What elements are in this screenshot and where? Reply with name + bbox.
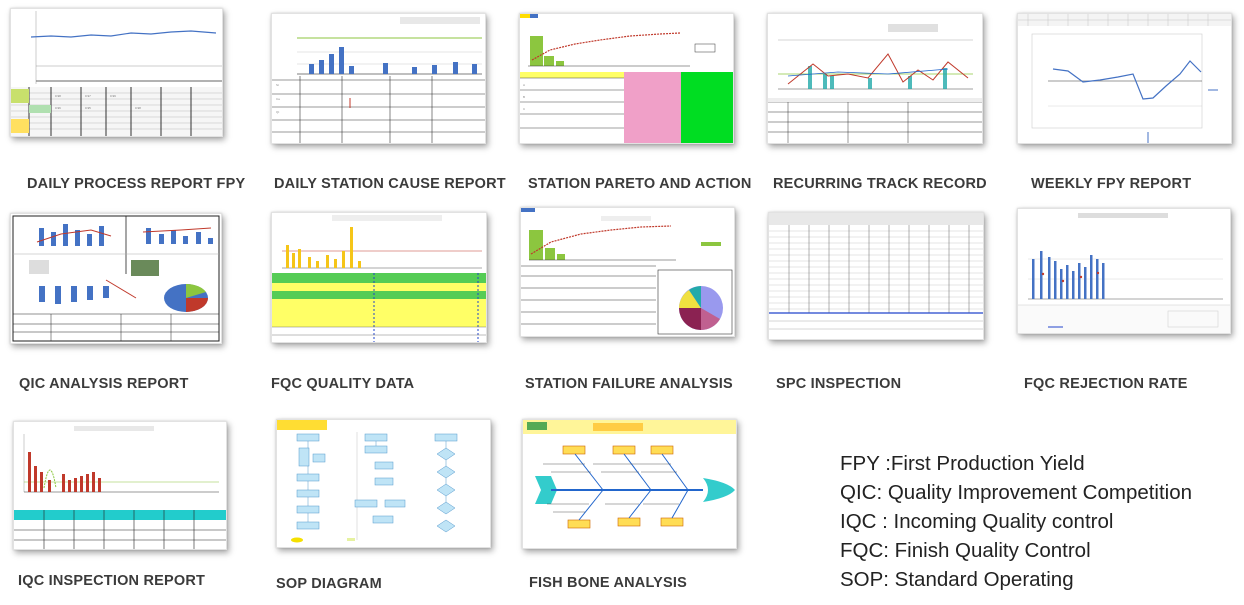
glossary-item: FQC: Finish Quality Control: [840, 539, 1091, 562]
svg-text:0.97: 0.97: [85, 94, 91, 98]
report-title: RECURRING TRACK RECORD: [773, 176, 987, 192]
fqc-rejection-rate-thumbnail[interactable]: [1017, 208, 1231, 334]
station-pareto-and-action-image: A B C: [520, 14, 733, 143]
glossary-item: SOP: Standard Operating: [840, 568, 1074, 591]
report-title: DAILY PROCESS REPORT FPY: [27, 176, 246, 192]
report-title: WEEKLY FPY REPORT: [1031, 176, 1192, 192]
iqc-inspection-report-image: [14, 422, 226, 549]
svg-text:Qt: Qt: [276, 110, 279, 114]
svg-text:Ca: Ca: [276, 97, 280, 101]
svg-text:C: C: [523, 107, 526, 111]
fish-bone-analysis-image: [523, 420, 736, 548]
fish-bone-analysis-thumbnail[interactable]: [522, 419, 737, 549]
daily-station-cause-report-thumbnail[interactable]: St Ca Qt: [271, 13, 486, 144]
report-title: FQC QUALITY DATA: [271, 376, 415, 392]
qic-analysis-report-image: [11, 214, 221, 343]
report-title: FQC REJECTION RATE: [1024, 376, 1188, 392]
daily-process-report-fpy-image: 0.98 0.97 0.99 0.96 0.95 0.98: [11, 9, 222, 136]
sop-diagram-thumbnail[interactable]: [276, 419, 491, 548]
report-title: IQC INSPECTION REPORT: [18, 573, 206, 589]
glossary-item: QIC: Quality Improvement Competition: [840, 481, 1193, 504]
recurring-track-record-image: [768, 14, 982, 143]
svg-text:B: B: [523, 95, 525, 99]
station-failure-analysis-image: [521, 208, 734, 336]
svg-text:0.98: 0.98: [135, 106, 141, 110]
weekly-fpy-report-image: [1018, 14, 1231, 143]
svg-text:St: St: [276, 83, 279, 87]
acronym-glossary: FPY :First Production Yield QIC: Quality…: [840, 449, 1192, 594]
fqc-quality-data-image: [272, 213, 486, 342]
report-title: STATION FAILURE ANALYSIS: [525, 376, 733, 392]
report-title: SOP DIAGRAM: [276, 576, 382, 592]
svg-text:0.95: 0.95: [85, 106, 91, 110]
svg-text:0.96: 0.96: [55, 106, 61, 110]
report-title: FISH BONE ANALYSIS: [529, 575, 688, 591]
station-failure-analysis-thumbnail[interactable]: [520, 207, 735, 337]
sop-diagram-image: [277, 420, 490, 547]
svg-text:0.98: 0.98: [55, 94, 61, 98]
svg-text:0.99: 0.99: [110, 94, 116, 98]
weekly-fpy-report-thumbnail[interactable]: [1017, 13, 1232, 144]
report-title: STATION PARETO AND ACTION: [528, 176, 752, 192]
daily-station-cause-report-image: St Ca Qt: [272, 14, 485, 143]
report-title: SPC INSPECTION: [776, 376, 902, 392]
spc-inspection-thumbnail[interactable]: [768, 212, 984, 340]
iqc-inspection-report-thumbnail[interactable]: [13, 421, 227, 550]
spc-inspection-image: [769, 213, 983, 339]
report-title: DAILY STATION CAUSE REPORT: [274, 176, 506, 192]
station-pareto-and-action-thumbnail[interactable]: A B C: [519, 13, 734, 144]
svg-text:A: A: [523, 83, 525, 87]
fqc-rejection-rate-image: [1018, 209, 1230, 333]
daily-process-report-fpy-thumbnail[interactable]: 0.98 0.97 0.99 0.96 0.95 0.98: [10, 8, 223, 137]
recurring-track-record-thumbnail[interactable]: [767, 13, 983, 144]
glossary-item: FPY :First Production Yield: [840, 452, 1085, 475]
report-title: QIC ANALYSIS REPORT: [19, 376, 189, 392]
glossary-item: IQC : Incoming Quality control: [840, 510, 1114, 533]
qic-analysis-report-thumbnail[interactable]: [10, 213, 222, 344]
fqc-quality-data-thumbnail[interactable]: [271, 212, 487, 343]
